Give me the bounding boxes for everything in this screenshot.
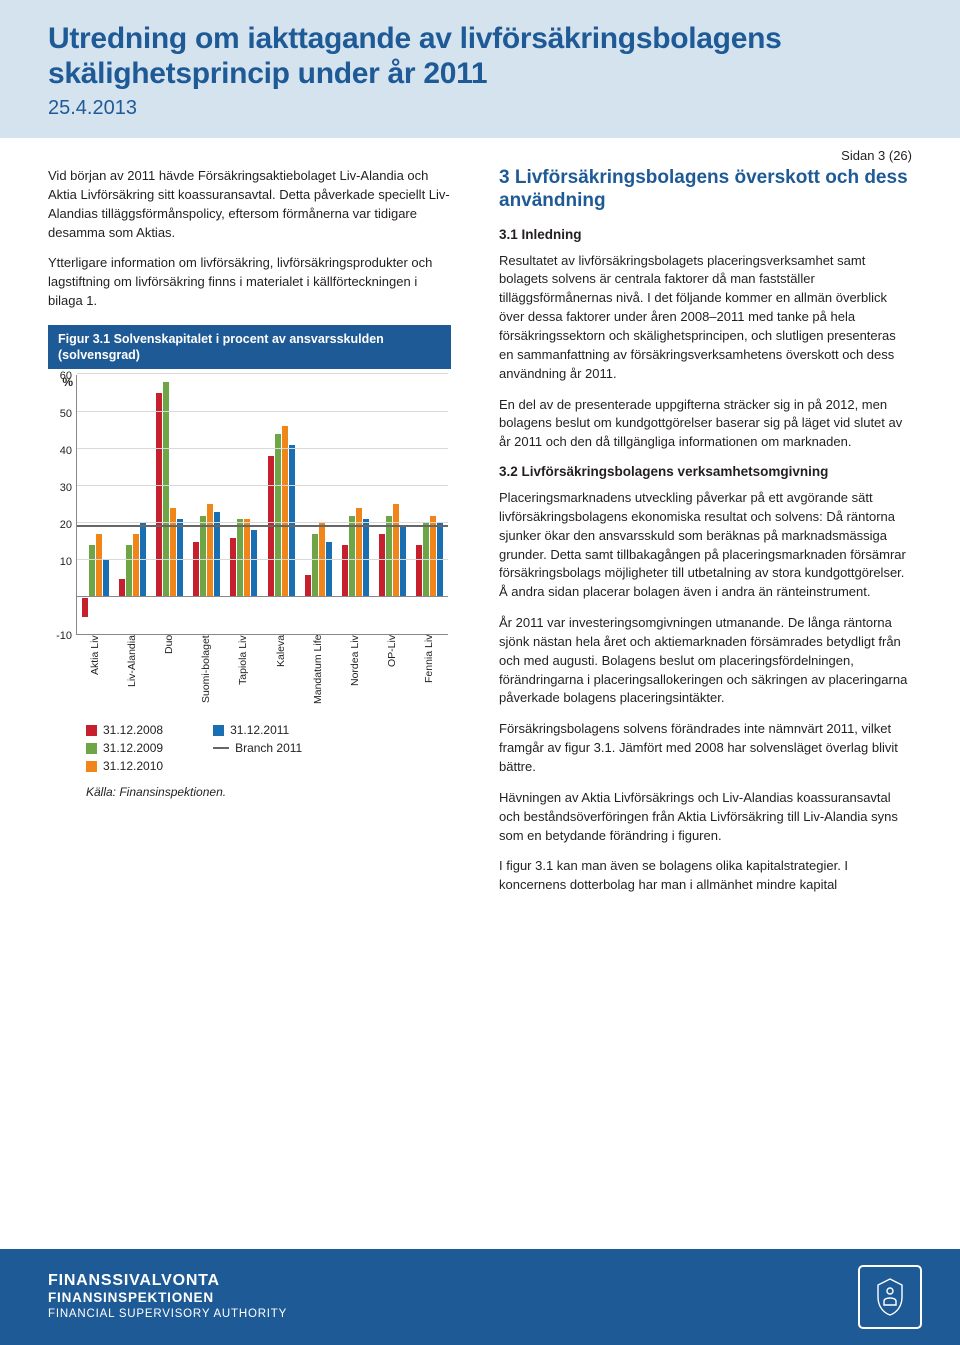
bar [437, 523, 443, 597]
footer-line: FINANSINSPEKTIONEN [48, 1290, 287, 1307]
branch-line [77, 525, 448, 527]
legend-item: Branch 2011 [213, 741, 302, 755]
crest-icon [858, 1265, 922, 1329]
y-tick: 40 [60, 445, 72, 457]
bar [393, 504, 399, 597]
paragraph: Försäkringsbolagens solvens förändrades … [499, 720, 912, 777]
bar [342, 545, 348, 597]
y-tick: 50 [60, 408, 72, 420]
left-column: Vid början av 2011 hävde Försäkringsakti… [48, 167, 451, 907]
bar [326, 542, 332, 598]
y-tick: 10 [60, 556, 72, 568]
header-date: 25.4.2013 [48, 97, 912, 120]
bar [230, 538, 236, 597]
bar [282, 426, 288, 597]
x-tick: Mandatum Life [312, 635, 324, 713]
x-tick: OP-Liv [386, 635, 398, 713]
section-heading: 3 Livförsäkringsbolagens överskott och d… [499, 167, 912, 213]
paragraph: En del av de presenterade uppgifterna st… [499, 396, 912, 453]
x-axis: Aktia Liv Liv-Alandia Duo Suomi-bolaget Tapi… [76, 635, 448, 713]
bar [251, 530, 257, 597]
solvency-chart: % 605040302010-10 Aktia LivLiv-AlandiaDu… [48, 375, 448, 799]
right-column: 3 Livförsäkringsbolagens överskott och d… [499, 167, 912, 907]
page-title: Utredning om iakttagande av livförsäkrin… [48, 22, 912, 91]
left-paragraph: Ytterligare information om livförsäkring… [48, 254, 451, 311]
bar [319, 523, 325, 597]
plot-area [76, 375, 448, 635]
bar [140, 523, 146, 597]
bar [82, 598, 88, 617]
footer-line: FINANSSIVALVONTA [48, 1272, 287, 1290]
paragraph: År 2011 var investeringsomgivningen utma… [499, 614, 912, 708]
legend-item: 31.12.2010 [86, 759, 163, 773]
bar [163, 382, 169, 597]
bar [400, 527, 406, 598]
y-tick: -10 [56, 630, 72, 642]
subsection-heading: 3.2 Livförsäkringsbolagens verksamhetsom… [499, 464, 912, 479]
x-tick: Nordea Liv [349, 635, 361, 713]
header-band: Utredning om iakttagande av livförsäkrin… [0, 0, 960, 138]
bar [96, 534, 102, 597]
bar [89, 545, 95, 597]
y-tick: 60 [60, 370, 72, 382]
left-paragraph: Vid början av 2011 hävde Försäkringsakti… [48, 167, 451, 242]
chart-legend: 31.12.2008 31.12.2009 31.12.2010 31.12.201… [86, 723, 448, 777]
legend-item: 31.12.2008 [86, 723, 163, 737]
y-tick: 30 [60, 482, 72, 494]
bar [423, 523, 429, 597]
x-tick: Liv-Alandia [126, 635, 138, 713]
bar [312, 534, 318, 597]
bar [103, 560, 109, 597]
footer-line: FINANCIAL SUPERVISORY AUTHORITY [48, 1307, 287, 1322]
x-tick: Kaleva [275, 635, 287, 713]
x-tick: Duo [163, 635, 175, 713]
bar [379, 534, 385, 597]
chart-source: Källa: Finansinspektionen. [86, 785, 448, 799]
legend-item: 31.12.2009 [86, 741, 163, 755]
subsection-heading: 3.1 Inledning [499, 227, 912, 242]
bar [119, 579, 125, 598]
x-tick: Suomi-bolaget [200, 635, 212, 713]
paragraph: Placeringsmarknadens utveckling påverkar… [499, 489, 912, 602]
y-axis: % 605040302010-10 [48, 375, 76, 635]
y-tick: 20 [60, 519, 72, 531]
paragraph: Hävningen av Aktia Livförsäkrings och Li… [499, 789, 912, 846]
page-number: Sidan 3 (26) [0, 138, 960, 163]
bar [275, 434, 281, 597]
bar [386, 516, 392, 598]
bar [207, 504, 213, 597]
legend-item: 31.12.2011 [213, 723, 302, 737]
paragraph: Resultatet av livförsäkringsbolagets pla… [499, 252, 912, 384]
bar [430, 516, 436, 598]
paragraph: I figur 3.1 kan man även se bolagens oli… [499, 857, 912, 895]
bar [416, 545, 422, 597]
bar [193, 542, 199, 598]
footer-text: FINANSSIVALVONTA FINANSINSPEKTIONEN FINA… [48, 1272, 287, 1322]
bar [200, 516, 206, 598]
x-tick: Tapiola Liv [237, 635, 249, 713]
footer: FINANSSIVALVONTA FINANSINSPEKTIONEN FINA… [0, 1249, 960, 1345]
bar [126, 545, 132, 597]
figure-label: Figur 3.1 Solvenskapitalet i procent av … [48, 325, 451, 370]
x-tick: Fennia Liv [423, 635, 435, 713]
bar [133, 534, 139, 597]
bar [156, 393, 162, 597]
x-tick: Aktia Liv [89, 635, 101, 713]
bar [305, 575, 311, 597]
bar [349, 516, 355, 598]
